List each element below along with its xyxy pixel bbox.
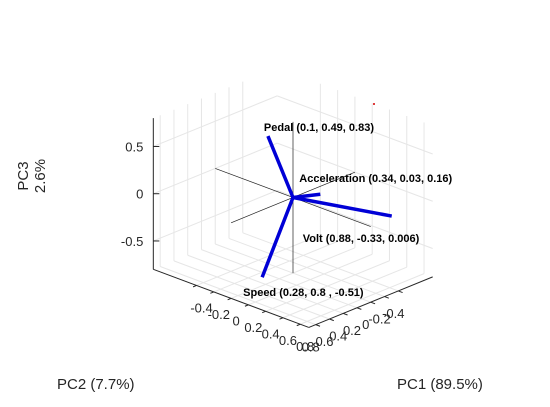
pc1-tick-label: 0.6 <box>279 333 297 348</box>
grid-line <box>242 232 399 292</box>
loading-vectors <box>260 135 393 278</box>
pc3-tick-label: 0 <box>136 187 143 202</box>
pc2-tick-label: -0.2 <box>368 312 390 327</box>
pc2-tick-label: 0 <box>362 317 369 332</box>
tick-mark <box>210 291 214 294</box>
tick-mark <box>329 318 334 322</box>
grid-line <box>228 237 385 298</box>
pc2-tick-label: 0.2 <box>343 323 361 338</box>
z-axis-label: PC3 <box>15 161 32 190</box>
tick-mark <box>227 297 232 301</box>
pc2-tick-label: 0.4 <box>329 328 347 343</box>
vector-pedal <box>266 135 295 199</box>
vector-label-speed: Speed (0.28, 0.8 , -0.51) <box>243 287 364 299</box>
tick-mark <box>398 290 403 294</box>
pc1-tick-label: 0.2 <box>244 320 262 335</box>
axes-box <box>152 118 433 328</box>
y-axis-label: PC2 (7.7%) <box>57 376 135 393</box>
vector-label-acceleration: Acceleration (0.34, 0.03, 0.16) <box>299 173 452 185</box>
tick-labels: -0.4-0.2 0 0.2 0.4 0.6 0.8-0.4-0.200.20.40.60… <box>121 139 405 354</box>
grid-line <box>160 266 316 326</box>
x-axis-label: PC1 (89.5%) <box>397 376 483 393</box>
tick-mark <box>296 323 301 327</box>
pc3-tick-label: 0.5 <box>125 139 143 154</box>
tick-mark <box>262 310 266 314</box>
pc1-tick-label: 0 <box>232 313 239 328</box>
tick-mark <box>244 304 249 307</box>
tick-mark <box>315 324 321 327</box>
grid-line <box>173 260 330 320</box>
grid-line <box>153 95 278 147</box>
tick-mark <box>370 301 376 305</box>
pc2-tick-label: -0.4 <box>382 306 404 321</box>
pc1-tick-label: 0.8 <box>296 339 314 354</box>
z-axis-sublabel: 2.6% <box>32 159 49 193</box>
pc2-tick-label: 0.6 <box>315 334 333 349</box>
pc2-tick-label: 0.8 <box>302 340 320 355</box>
vector-label-volt: Volt (0.88, -0.33, 0.006) <box>303 233 420 245</box>
stray-point <box>373 103 375 105</box>
grid-line <box>276 95 433 155</box>
grid-line <box>201 249 358 309</box>
vector-label-pedal: Pedal (0.1, 0.49, 0.83) <box>264 122 374 134</box>
vector-volt <box>292 195 393 218</box>
pc3-tick-label: -0.5 <box>121 234 143 249</box>
tick-mark <box>192 285 197 288</box>
pc1-tick-label: -0.2 <box>208 307 230 322</box>
pc1-tick-label: 0.4 <box>262 326 280 341</box>
tick-mark <box>384 296 390 299</box>
pc1-tick-label: -0.4 <box>190 300 212 315</box>
tick-mark <box>279 317 284 320</box>
grid-lines <box>153 81 433 326</box>
grid-line <box>187 254 344 314</box>
tick-mark <box>356 307 362 310</box>
tick-mark <box>343 312 348 316</box>
vector-labels: Pedal (0.1, 0.49, 0.83) Acceleration (0.3… <box>243 122 452 299</box>
pc1-axis-line <box>308 276 433 328</box>
grid-line <box>153 189 278 242</box>
vector-speed <box>260 196 295 278</box>
